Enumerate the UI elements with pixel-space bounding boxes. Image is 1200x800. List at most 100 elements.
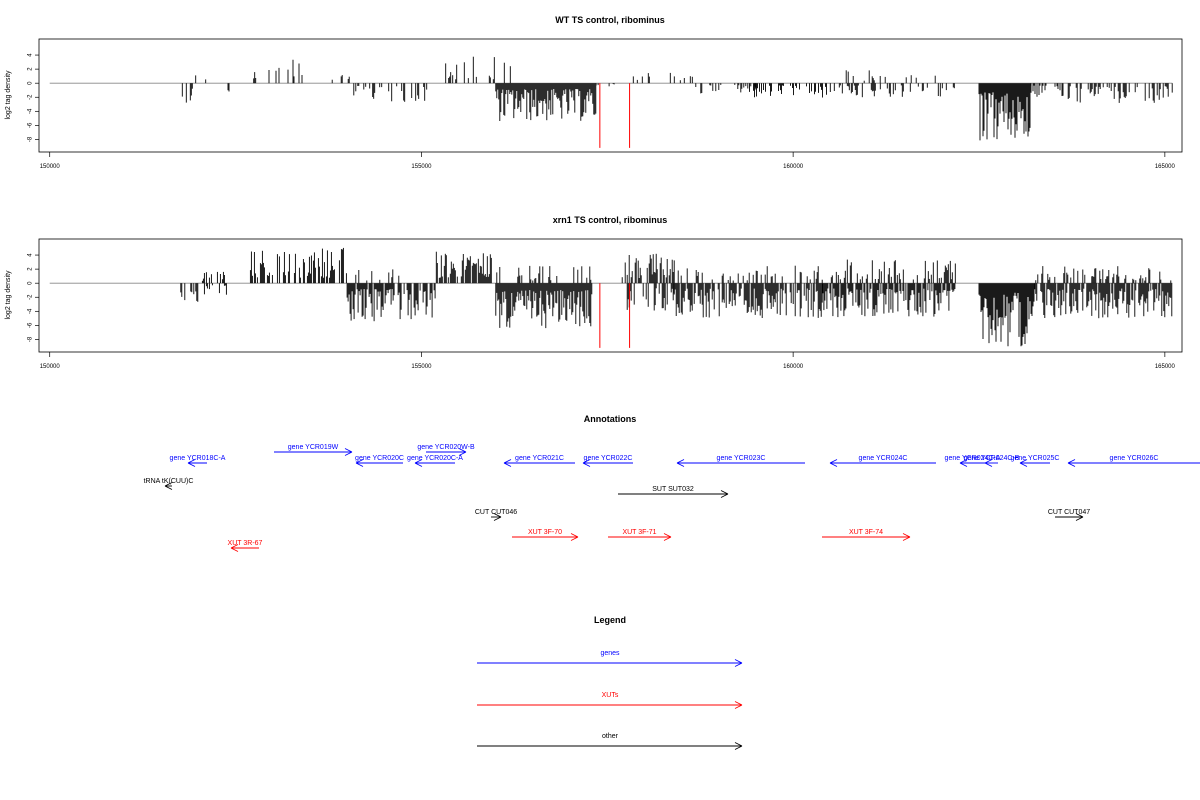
legend-items: genes XUTs other — [477, 650, 743, 750]
legend-arrow-gene-head — [734, 662, 743, 667]
annotation-arrow-head — [902, 533, 911, 538]
xrn1-track-title: xrn1 TS control, ribominus — [553, 215, 668, 225]
xrn1-track-panel: xrn1 TS control, ribominus log2 tag dens… — [5, 215, 1183, 370]
annotation-arrow-head — [458, 451, 467, 456]
annotation-arrow-head — [1019, 459, 1028, 464]
annotation-arrow-head — [1067, 459, 1076, 464]
annotation-label: gene YCR019W — [288, 444, 339, 451]
wt-track-panel: WT TS control, ribominus log2 tag densit… — [5, 15, 1183, 170]
annotation-label: CUT CUT046 — [475, 509, 517, 516]
annotation-arrow-head — [458, 448, 467, 453]
annotation-label: XUT 3F-74 — [849, 529, 883, 536]
annotation-arrow-head — [230, 547, 239, 552]
annotation-arrow-head — [414, 459, 423, 464]
legend-arrow-gene-head — [734, 659, 743, 664]
wt-y-ticks: 4 2 0 -2 -4 -6 -8 — [28, 53, 39, 142]
annotation-arrow-head — [676, 459, 685, 464]
annotation-arrow-head — [984, 459, 993, 464]
annotation-label: gene YCR021C — [515, 455, 564, 462]
annotation-arrow-head — [663, 536, 672, 541]
annotation-label: gene YCR020C — [355, 455, 404, 462]
xrn1-y-axis-label: log2 tag density — [5, 270, 12, 320]
annotation-arrow-head — [663, 533, 672, 538]
legend-arrow-other-head — [734, 742, 743, 747]
annotation-arrow-head — [503, 462, 512, 467]
annotation-arrow-head — [902, 536, 911, 541]
xrn1-plot-frame — [38, 238, 1183, 353]
annotation-arrow-head — [344, 448, 353, 453]
annotation-arrow-head — [959, 462, 968, 467]
xrn1-y-tick-label: 2 — [28, 267, 34, 271]
annotation-label: CUT CUT047 — [1048, 509, 1090, 516]
annotation-label: SUT SUT032 — [652, 486, 694, 493]
annotation-arrow-head — [503, 459, 512, 464]
wt-x-ticks: 150000 155000 160000 165000 — [40, 152, 1176, 170]
annotation-label: XUT 3F-71 — [622, 529, 656, 536]
annotation-arrow-head — [187, 462, 196, 467]
xrn1-x-tick-label: 150000 — [40, 364, 61, 370]
annotation-label: gene YCR025C — [1011, 455, 1060, 462]
annotation-arrow-head — [355, 459, 364, 464]
annotation-arrow-head — [984, 462, 993, 467]
annotation-label: XUT 3R-67 — [228, 540, 263, 547]
annotations-panel: Annotations gene YCR018C-A gene YCR019W ge… — [144, 414, 1200, 552]
annotation-arrow-head — [720, 490, 729, 495]
annotation-arrow-head — [570, 536, 579, 541]
annotations-title: Annotations — [584, 414, 637, 424]
annotation-arrow-head — [829, 459, 838, 464]
legend-panel: Legend genes XUTs other — [477, 615, 743, 750]
annotation-arrow-head — [959, 459, 968, 464]
wt-y-tick-label: -8 — [28, 136, 34, 142]
wt-plot-frame — [38, 38, 1183, 153]
wt-y-tick-label: 0 — [28, 81, 34, 85]
annotation-arrow-head — [164, 485, 173, 490]
wt-track-title: WT TS control, ribominus — [555, 15, 665, 25]
annotation-arrow-head — [570, 533, 579, 538]
annotation-arrow-head — [493, 516, 502, 521]
xrn1-bars — [49, 247, 1173, 348]
annotation-arrow-head — [414, 462, 423, 467]
wt-bars — [49, 56, 1173, 148]
annotation-arrow-head — [187, 459, 196, 464]
wt-y-axis-label: log2 tag density — [5, 70, 12, 120]
wt-y-tick-label: 2 — [28, 67, 34, 71]
legend-label-xut: XUTs — [602, 692, 619, 699]
xrn1-y-tick-label: -2 — [28, 294, 34, 300]
xrn1-y-tick-label: 0 — [28, 281, 34, 285]
xrn1-x-ticks: 150000 155000 160000 165000 — [40, 352, 1176, 370]
wt-x-tick-label: 160000 — [783, 164, 804, 170]
legend-title: Legend — [594, 615, 626, 625]
annotation-label: gene YCR024C-B — [964, 455, 1020, 462]
annotation-arrow-head — [493, 513, 502, 518]
legend-label-other: other — [602, 733, 619, 740]
annotation-label: gene YCR020W-B — [417, 444, 475, 451]
annotation-arrow-head — [1075, 513, 1084, 518]
annotation-label: gene YCR022C — [584, 455, 633, 462]
xrn1-y-ticks: 4 2 0 -2 -4 -6 -8 — [28, 253, 39, 342]
annotation-arrow-head — [582, 459, 591, 464]
xrn1-x-tick-label: 160000 — [783, 364, 804, 370]
xrn1-y-tick-label: -8 — [28, 336, 34, 342]
wt-y-tick-label: -4 — [28, 108, 34, 114]
annotation-arrow-head — [582, 462, 591, 467]
xrn1-x-tick-label: 155000 — [411, 364, 432, 370]
xrn1-y-tick-label: 4 — [28, 253, 34, 257]
xrn1-y-tick-label: -6 — [28, 322, 34, 328]
legend-label-gene: genes — [600, 650, 620, 657]
legend-arrow-other-head — [734, 745, 743, 750]
wt-x-tick-label: 165000 — [1155, 164, 1176, 170]
annotation-arrow-head — [164, 482, 173, 487]
wt-y-tick-label: 4 — [28, 53, 34, 57]
annotation-label: tRNA tK(CUU)C — [144, 478, 194, 485]
annotation-arrow-head — [355, 462, 364, 467]
annotation-label: gene YCR026C — [1110, 455, 1159, 462]
legend-arrow-xut-head — [734, 701, 743, 706]
xrn1-y-tick-label: -4 — [28, 308, 34, 314]
wt-x-tick-label: 155000 — [411, 164, 432, 170]
annotation-label: gene YCR024C-A — [945, 455, 1001, 462]
xrn1-x-tick-label: 165000 — [1155, 364, 1176, 370]
annotation-label: gene YCR020C-A — [407, 455, 463, 462]
annotation-arrow-head — [829, 462, 838, 467]
